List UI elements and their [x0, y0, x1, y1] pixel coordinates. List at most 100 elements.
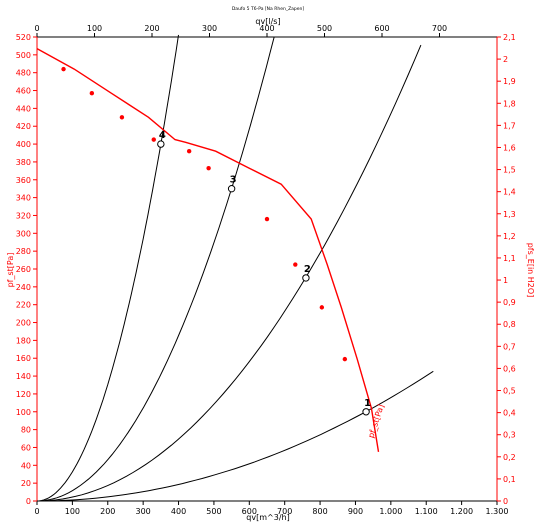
left-tick-label: 0: [26, 497, 31, 506]
operating-point-label-2: 2: [304, 264, 311, 275]
right-tick-label: 1,2: [503, 232, 516, 241]
left-tick-label: 220: [16, 301, 31, 310]
right-tick-label: 2,1: [503, 33, 516, 42]
fan-curve-marker: [119, 115, 125, 120]
left-tick-label: 520: [16, 33, 31, 42]
right-tick-label: 1: [503, 276, 508, 285]
left-tick-label: 380: [16, 158, 31, 167]
right-tick-label: 0,1: [503, 475, 516, 484]
left-tick-label: 500: [16, 51, 31, 60]
left-tick-label: 180: [16, 336, 31, 345]
operating-point-label-1: 1: [364, 398, 371, 409]
fan-curve-marker: [264, 216, 270, 222]
chart-title: Daufo 5 T6-Pa [Na Rhen_Zapen]: [232, 6, 305, 12]
operating-point-3: [227, 184, 236, 193]
left-tick-label: 40: [21, 461, 31, 470]
right-tick-label: 0,4: [503, 409, 516, 418]
bottom-tick-label: 1.000: [379, 507, 402, 516]
top-tick-label: 100: [87, 24, 102, 33]
bottom-axis-label: qv[m^3/h]: [246, 513, 289, 522]
left-tick-label: 300: [16, 229, 31, 238]
operating-point-4: [157, 140, 165, 148]
right-tick-label: 0,7: [503, 342, 516, 351]
bottom-tick-label: 1.100: [415, 507, 438, 516]
right-tick-label: 0,5: [503, 387, 516, 396]
top-tick-label: 600: [374, 24, 389, 33]
operating-point-label-3: 3: [230, 175, 237, 186]
right-tick-label: 1,8: [503, 99, 516, 108]
right-tick-label: 0,6: [503, 364, 516, 373]
right-tick-label: 1,9: [503, 77, 516, 86]
fan-curve-line: [36, 47, 380, 453]
operating-point-1: [362, 408, 370, 416]
bottom-tick-label: 0: [34, 507, 39, 516]
right-tick-label: 1,7: [503, 121, 516, 130]
right-tick-label: 0,2: [503, 453, 516, 462]
left-tick-label: 260: [16, 265, 31, 274]
left-tick-label: 440: [16, 104, 31, 113]
left-tick-label: 200: [16, 319, 31, 328]
right-tick-label: 1,4: [503, 188, 516, 197]
bottom-tick-label: 600: [242, 507, 257, 516]
right-tick-label: 0: [503, 497, 508, 506]
top-tick-label: 0: [34, 24, 39, 33]
right-tick-label: 0,8: [503, 320, 516, 329]
operating-point-label-4: 4: [159, 130, 166, 141]
operating-point-2: [302, 274, 310, 282]
left-tick-label: 100: [16, 408, 31, 417]
operating-points: 1 2 3 4: [157, 130, 371, 416]
fan-curve-marker: [61, 66, 66, 72]
left-tick-label: 60: [21, 443, 31, 452]
fan-curve-marker: [151, 137, 156, 142]
left-tick-label: 460: [16, 87, 31, 96]
bottom-tick-label: 100: [65, 507, 80, 516]
right-axis-label: pfs_E[in H2O]: [526, 243, 535, 298]
left-tick-label: 280: [16, 247, 31, 256]
top-tick-label: 400: [259, 24, 274, 33]
bottom-tick-label: 500: [206, 507, 221, 516]
bottom-tick-label: 700: [277, 507, 292, 516]
left-tick-label: 400: [16, 140, 31, 149]
top-tick-label: 300: [202, 24, 217, 33]
bottom-tick-label: 800: [312, 507, 327, 516]
fan-curve-marker: [89, 91, 95, 96]
bottom-tick-label: 200: [100, 507, 115, 516]
fan-curve-marker: [319, 305, 325, 310]
left-tick-label: 360: [16, 176, 31, 185]
bottom-tick-label: 1.300: [486, 507, 509, 516]
fan-curve-marker: [293, 262, 298, 267]
right-tick-label: 0,3: [503, 431, 516, 440]
right-tick-label: 1,1: [503, 254, 516, 263]
top-tick-label: 700: [432, 24, 447, 33]
left-tick-label: 240: [16, 283, 31, 292]
left-tick-label: 20: [21, 479, 31, 488]
top-tick-label: 500: [317, 24, 332, 33]
bottom-tick-label: 300: [136, 507, 151, 516]
top-tick-label: 200: [144, 24, 159, 33]
bottom-tick-label: 1.200: [450, 507, 473, 516]
system-curve-4: [36, 34, 179, 502]
left-tick-label: 340: [16, 194, 31, 203]
right-tick-label: 1,6: [503, 143, 516, 152]
right-tick-label: 1,3: [503, 210, 516, 219]
fan-curve-marker: [186, 149, 192, 154]
left-axis-label: pf_st[Pa]: [6, 253, 15, 288]
bottom-tick-label: 900: [348, 507, 363, 516]
left-tick-label: 320: [16, 211, 31, 220]
left-tick-label: 420: [16, 122, 31, 131]
fan-curve-marker: [206, 165, 211, 171]
left-tick-label: 160: [16, 354, 31, 363]
system-curve-2: [36, 44, 422, 502]
right-tick-label: 0,9: [503, 298, 516, 307]
left-tick-label: 480: [16, 69, 31, 78]
system-curve-3: [36, 37, 275, 502]
right-tick-label: 2: [503, 55, 508, 64]
fan-curve-marker: [342, 356, 348, 362]
bottom-tick-label: 400: [171, 507, 186, 516]
right-tick-label: 1,5: [503, 166, 516, 175]
left-tick-label: 80: [21, 426, 31, 435]
left-tick-label: 120: [16, 390, 31, 399]
left-tick-label: 140: [16, 372, 31, 381]
